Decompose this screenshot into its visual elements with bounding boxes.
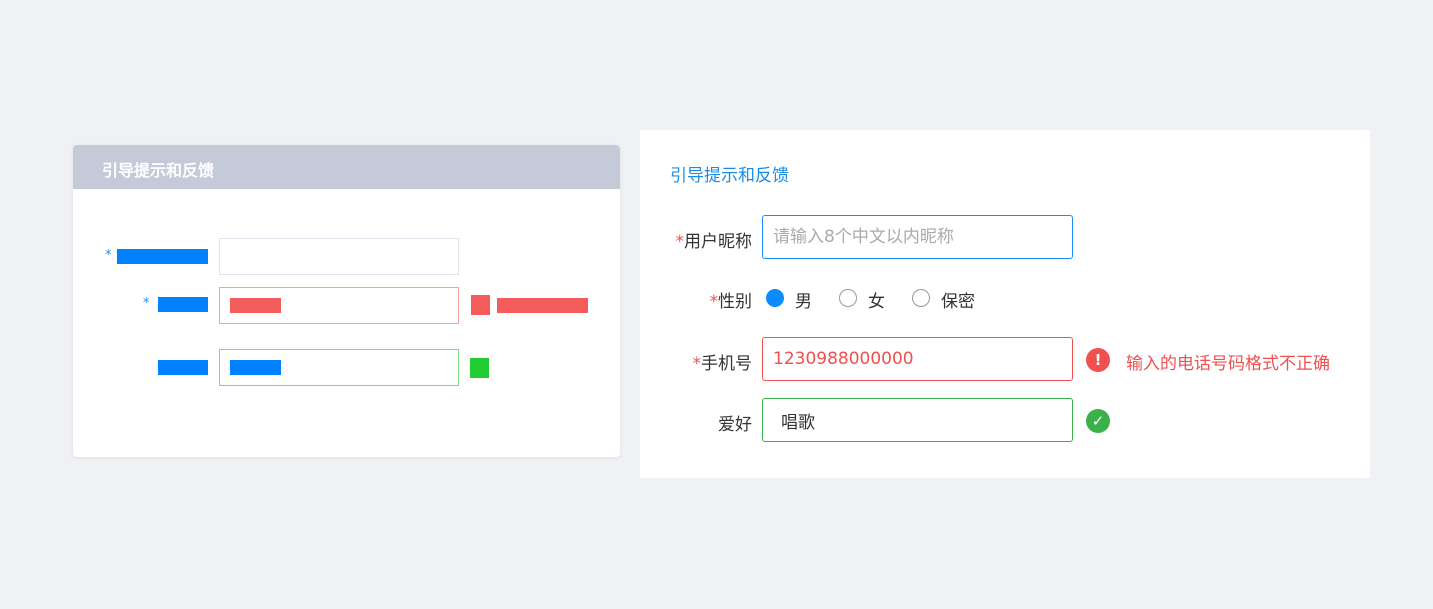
sketch-card-header: 引导提示和反馈 (73, 145, 620, 189)
hobby-label: 爱好 (718, 415, 752, 435)
nickname-input[interactable] (762, 215, 1073, 259)
check-circle-icon: ✓ (1086, 409, 1110, 433)
form-title: 引导提示和反馈 (670, 166, 789, 186)
hobby-input[interactable] (762, 398, 1073, 442)
sketch-required-mark: * (105, 248, 112, 263)
phone-label-text: 手机号 (701, 354, 752, 374)
sketch-required-mark: * (143, 296, 150, 311)
phone-label: *手机号 (693, 349, 753, 374)
sketch-error-message (497, 298, 588, 313)
radio-male[interactable] (766, 289, 784, 307)
sketch-label-placeholder (158, 297, 208, 312)
gender-label-text: 性别 (718, 292, 752, 312)
required-mark: * (692, 354, 702, 374)
sketch-card: 引导提示和反馈 * * (73, 145, 620, 457)
required-mark: * (709, 292, 719, 312)
required-mark: * (675, 232, 685, 252)
radio-female-label[interactable]: 女 (868, 292, 885, 312)
sketch-label-placeholder (158, 360, 208, 375)
nickname-label-text: 用户昵称 (684, 232, 752, 252)
phone-input[interactable] (762, 337, 1073, 381)
radio-secret[interactable] (912, 289, 930, 307)
sketch-label-placeholder (117, 249, 208, 264)
gender-label: *性别 (710, 287, 753, 312)
sketch-card-title: 引导提示和反馈 (102, 161, 215, 180)
sketch-value-placeholder (230, 360, 281, 375)
radio-female[interactable] (839, 289, 857, 307)
exclamation-circle-icon: ! (1086, 348, 1110, 372)
radio-male-label[interactable]: 男 (795, 292, 812, 312)
phone-error-message: 输入的电话号码格式不正确 (1126, 354, 1330, 374)
sketch-error-icon (471, 295, 490, 315)
radio-secret-label[interactable]: 保密 (941, 292, 975, 312)
form-panel: 引导提示和反馈 *用户昵称 *性别 男 女 保密 *手机号 ! 输入的电话号码格… (640, 130, 1370, 478)
sketch-value-placeholder (230, 298, 281, 313)
sketch-success-icon (470, 358, 489, 378)
nickname-label: *用户昵称 (676, 227, 753, 252)
sketch-input-default (219, 238, 459, 275)
